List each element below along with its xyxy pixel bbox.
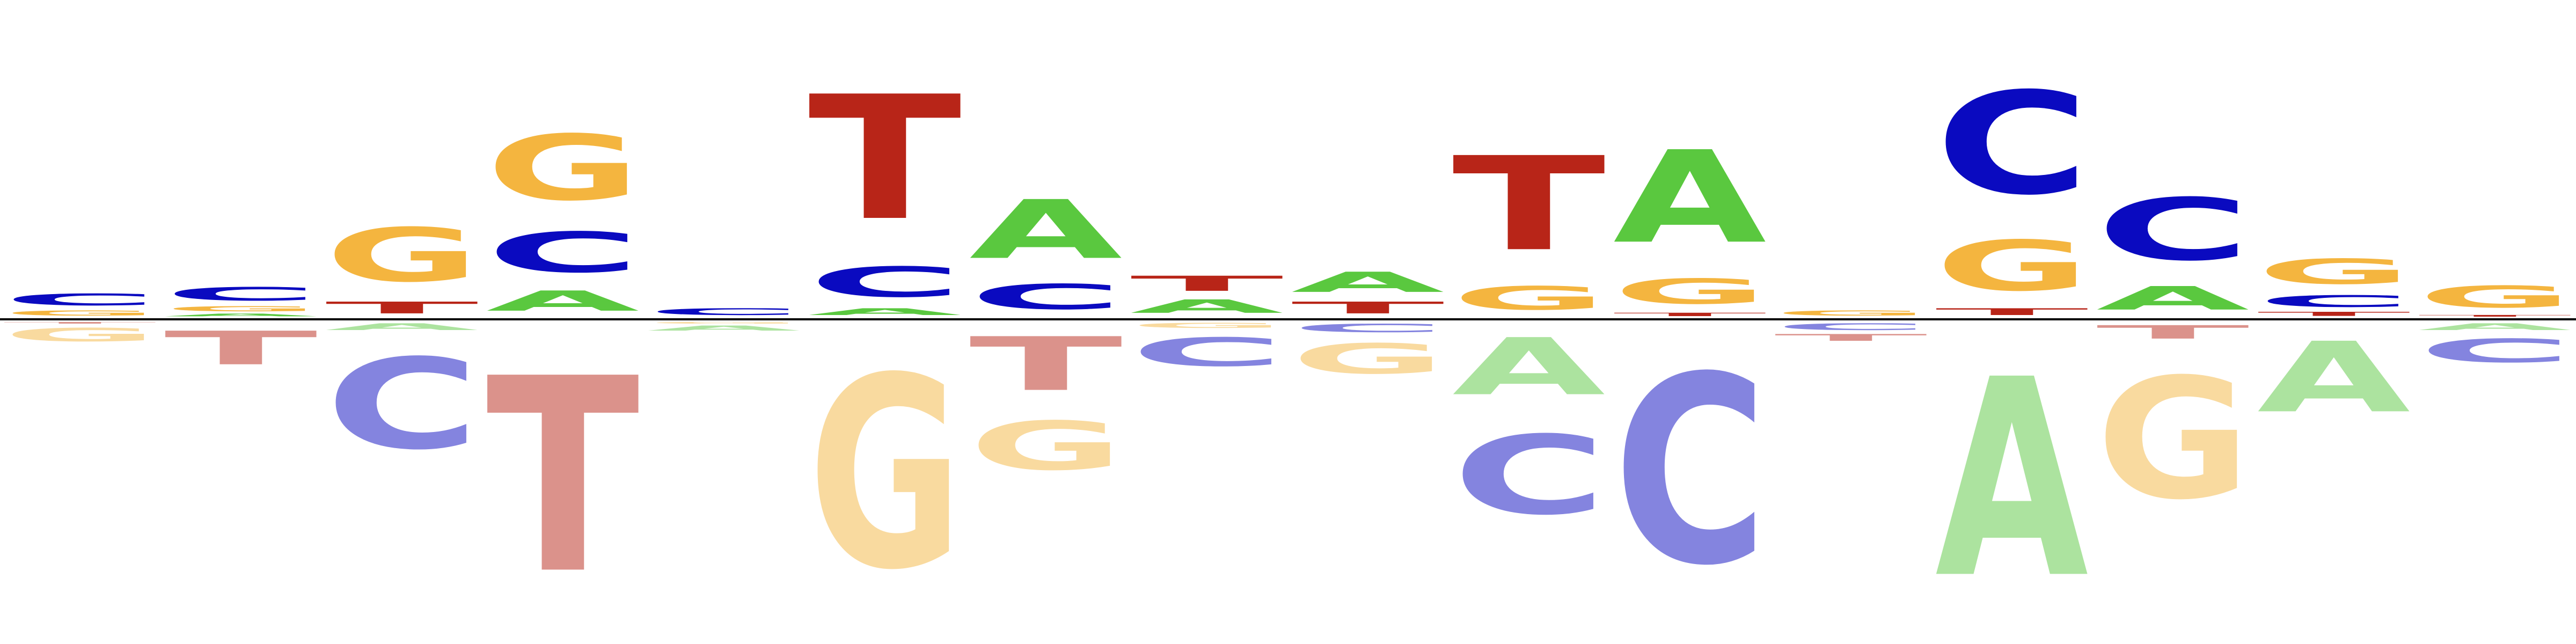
glyph-neg-4-t: T bbox=[486, 321, 641, 633]
glyph-pos-14-c: C bbox=[2096, 180, 2251, 280]
glyph-neg-6-g: G bbox=[808, 322, 963, 627]
glyph-pos-9-t: T bbox=[1291, 298, 1446, 317]
glyph-pos-13-t: T bbox=[1935, 306, 2090, 317]
glyph-pos-6-t: T bbox=[808, 60, 963, 258]
glyph-neg-1-g: G bbox=[3, 324, 158, 346]
glyph-neg-16-c: C bbox=[2418, 332, 2573, 370]
glyph-pos-13-g: G bbox=[1935, 226, 2090, 307]
glyph-pos-10-t: T bbox=[1452, 129, 1607, 280]
glyph-pos-1-c: C bbox=[3, 290, 158, 309]
glyph-pos-6-a: A bbox=[808, 306, 963, 317]
glyph-pos-14-a: A bbox=[2096, 280, 2251, 317]
glyph-neg-9-c: C bbox=[1291, 321, 1446, 335]
glyph-neg-10-c: C bbox=[1452, 413, 1607, 539]
glyph-neg-1-t: T bbox=[3, 321, 158, 324]
glyph-neg-5-a: A bbox=[647, 324, 802, 332]
glyph-neg-7-t: T bbox=[969, 321, 1124, 407]
glyph-pos-12-g: G bbox=[1774, 309, 1929, 317]
glyph-neg-13-a: A bbox=[1935, 321, 2090, 638]
glyph-neg-2-t: T bbox=[164, 321, 319, 375]
glyph-pos-6-c: C bbox=[808, 258, 963, 306]
glyph-pos-15-g: G bbox=[2257, 252, 2412, 292]
glyph-neg-3-a: A bbox=[325, 321, 480, 332]
glyph-pos-4-c: C bbox=[486, 221, 641, 285]
glyph-pos-10-g: G bbox=[1452, 280, 1607, 317]
glyph-neg-9-g: G bbox=[1291, 335, 1446, 383]
glyph-pos-11-a: A bbox=[1613, 125, 1768, 272]
glyph-pos-3-t: T bbox=[325, 298, 480, 317]
glyph-pos-15-c: C bbox=[2257, 292, 2412, 311]
glyph-pos-9-a: A bbox=[1291, 266, 1446, 298]
glyph-pos-16-g: G bbox=[2418, 280, 2573, 314]
glyph-pos-15-t: T bbox=[2257, 311, 2412, 317]
glyph-pos-11-g: G bbox=[1613, 272, 1768, 312]
glyph-neg-10-a: A bbox=[1452, 322, 1607, 413]
glyph-pos-4-g: G bbox=[486, 116, 641, 221]
glyph-neg-14-t: T bbox=[2096, 321, 2251, 343]
glyph-pos-3-g: G bbox=[325, 213, 480, 298]
glyph-neg-8-g: G bbox=[1130, 321, 1285, 330]
glyph-neg-12-c: C bbox=[1774, 321, 1929, 332]
glyph-neg-16-a: A bbox=[2418, 321, 2573, 332]
glyph-pos-2-a: A bbox=[164, 313, 319, 317]
glyph-pos-16-t: T bbox=[2418, 314, 2573, 317]
glyph-pos-8-a: A bbox=[1130, 296, 1285, 317]
glyph-pos-4-a: A bbox=[486, 285, 641, 317]
glyph-pos-8-t: T bbox=[1130, 272, 1285, 296]
glyph-neg-12-t: T bbox=[1774, 332, 1929, 343]
glyph-pos-7-c: C bbox=[969, 277, 1124, 317]
glyph-pos-2-g: G bbox=[164, 305, 319, 313]
glyph-pos-13-c: C bbox=[1935, 62, 2090, 226]
logo-glyphs: GCTGAGCTTGACACGTCGAACTGCATGATGCTACGGTACT… bbox=[3, 60, 2573, 638]
glyph-pos-1-g: G bbox=[3, 309, 158, 317]
glyph-neg-5-g: G bbox=[647, 321, 802, 324]
glyph-pos-2-c: C bbox=[164, 283, 319, 305]
glyph-neg-8-c: C bbox=[1130, 330, 1285, 375]
glyph-pos-11-t: T bbox=[1613, 312, 1768, 317]
glyph-neg-11-c: C bbox=[1613, 321, 1768, 622]
glyph-neg-15-a: A bbox=[2257, 322, 2412, 434]
glyph-pos-7-a: A bbox=[969, 184, 1124, 277]
glyph-neg-14-g: G bbox=[2096, 343, 2251, 536]
glyph-pos-5-c: C bbox=[647, 306, 802, 317]
glyph-neg-3-c: C bbox=[325, 333, 480, 478]
glyph-neg-7-g: G bbox=[969, 408, 1124, 486]
